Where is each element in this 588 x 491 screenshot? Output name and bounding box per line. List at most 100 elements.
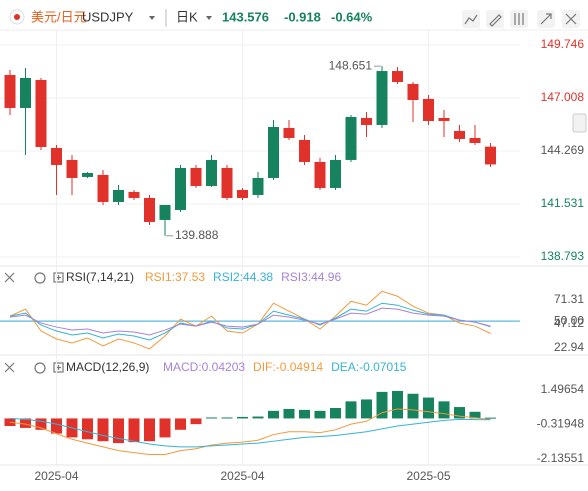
candle-body [144,197,155,222]
macd-line [9,417,491,448]
macd-line [9,408,491,455]
dropdown-arrow[interactable] [206,16,212,20]
pair-name[interactable]: 美元/日元 [31,9,87,24]
macd-bar [97,418,109,442]
macd-bar [144,418,155,442]
macd-bar [330,408,341,419]
period[interactable]: 日K [176,9,198,24]
remove-icon[interactable] [4,362,15,373]
candle-body [97,174,109,202]
legend-entry: RSI1:37.53 [145,270,205,284]
legend-entry: MACD:0.04203 [163,360,245,374]
flag-dot [14,14,20,20]
candle-body [221,167,233,198]
macd-bar [82,418,93,440]
candle-body [283,127,295,138]
candle-body [438,117,450,121]
macd-bar [237,416,248,419]
toolbar [462,10,580,28]
candle-body [20,77,31,108]
side-panel-toggle[interactable] [572,113,587,133]
candle-body [392,71,403,82]
y-tick-label: 149.746 [541,37,585,51]
candle-body [35,79,47,147]
candle-body [268,126,279,178]
macd-bar [407,393,419,419]
legend-entry: DEA:-0.07015 [331,360,407,374]
candle-body [51,147,62,165]
macd-bar [361,399,372,419]
candle-body [113,189,124,202]
candle-body [299,139,310,162]
change-percent: -0.64% [331,9,373,24]
candle-body [469,137,481,143]
candle-body [190,167,202,186]
y-tick-label: 1.49654 [541,382,585,396]
macd-bar [485,417,496,419]
macd-bar [113,418,124,444]
y-tick-label: 22.94 [554,340,584,354]
candle-body [4,74,16,108]
style-icon [514,13,524,25]
y-tick-label: -0.31948 [537,417,585,431]
macd-bar [20,418,31,428]
macd-bar [423,397,434,419]
settings-icon[interactable] [34,272,46,284]
x-tick-label: 2025-05 [406,469,450,483]
dropdown-arrow[interactable] [149,16,155,20]
x-tick-label: 2025-04 [34,469,78,483]
candle-body [82,172,93,177]
candle-body [252,177,264,195]
y-tick-label: 147.008 [541,90,585,104]
candle-body [314,161,326,188]
top-bar: 美元/日元 USDJPY 日K 143.576 -0.918 -0.64% [9,9,580,28]
indicator-line [9,302,491,341]
macd-bar [128,418,140,443]
candle-body [66,159,78,178]
remove-icon[interactable] [4,272,15,283]
macd-bar [159,418,171,438]
macd-bar [268,410,279,419]
macd-bar [454,407,465,419]
candle-body [454,130,465,139]
y-tick-label: 71.31 [554,292,584,306]
macd-bar [252,416,264,419]
y-tick-label: 144.269 [541,143,585,157]
toggle-icon[interactable] [53,362,64,373]
price: 143.576 [222,9,269,24]
macd-bar [314,410,326,419]
y-tick-label: 47.12 [554,316,584,330]
symbol[interactable]: USDJPY [82,9,134,24]
y-tick-label: 141.531 [541,196,585,210]
macd-bar [35,418,47,430]
y-tick-label: 138.793 [541,249,585,263]
indicator-line [9,307,491,336]
indicator-icon [464,14,478,25]
macd-bar [175,418,186,430]
candle-body [206,159,217,186]
macd-bar [4,418,16,427]
macd-bar [283,408,295,419]
macd-bar [221,417,233,419]
indicator-line [9,290,491,350]
close-icon [565,13,577,25]
indicator-title: MACD(12,26,9) [66,360,149,374]
y-tick-label: 50.00 [554,313,584,327]
macd-header: MACD(12,26,9) [4,360,149,374]
max-label: 148.651 [329,58,373,72]
macd-bar [51,418,62,434]
draw-icon [489,14,502,27]
candle-body [423,98,434,121]
candle-body [237,189,248,198]
x-tick-label: 2025-04 [220,469,264,483]
y-tick-label: -2.13551 [537,451,585,465]
macd-bar [206,417,217,419]
fullscreen-icon [540,13,552,25]
candle-body [159,204,171,220]
indicator-title: RSI(7,14,21) [66,270,134,284]
settings-icon[interactable] [34,362,46,374]
toggle-icon[interactable] [53,272,64,283]
macd-bar [392,390,403,419]
candle-body [345,116,357,160]
